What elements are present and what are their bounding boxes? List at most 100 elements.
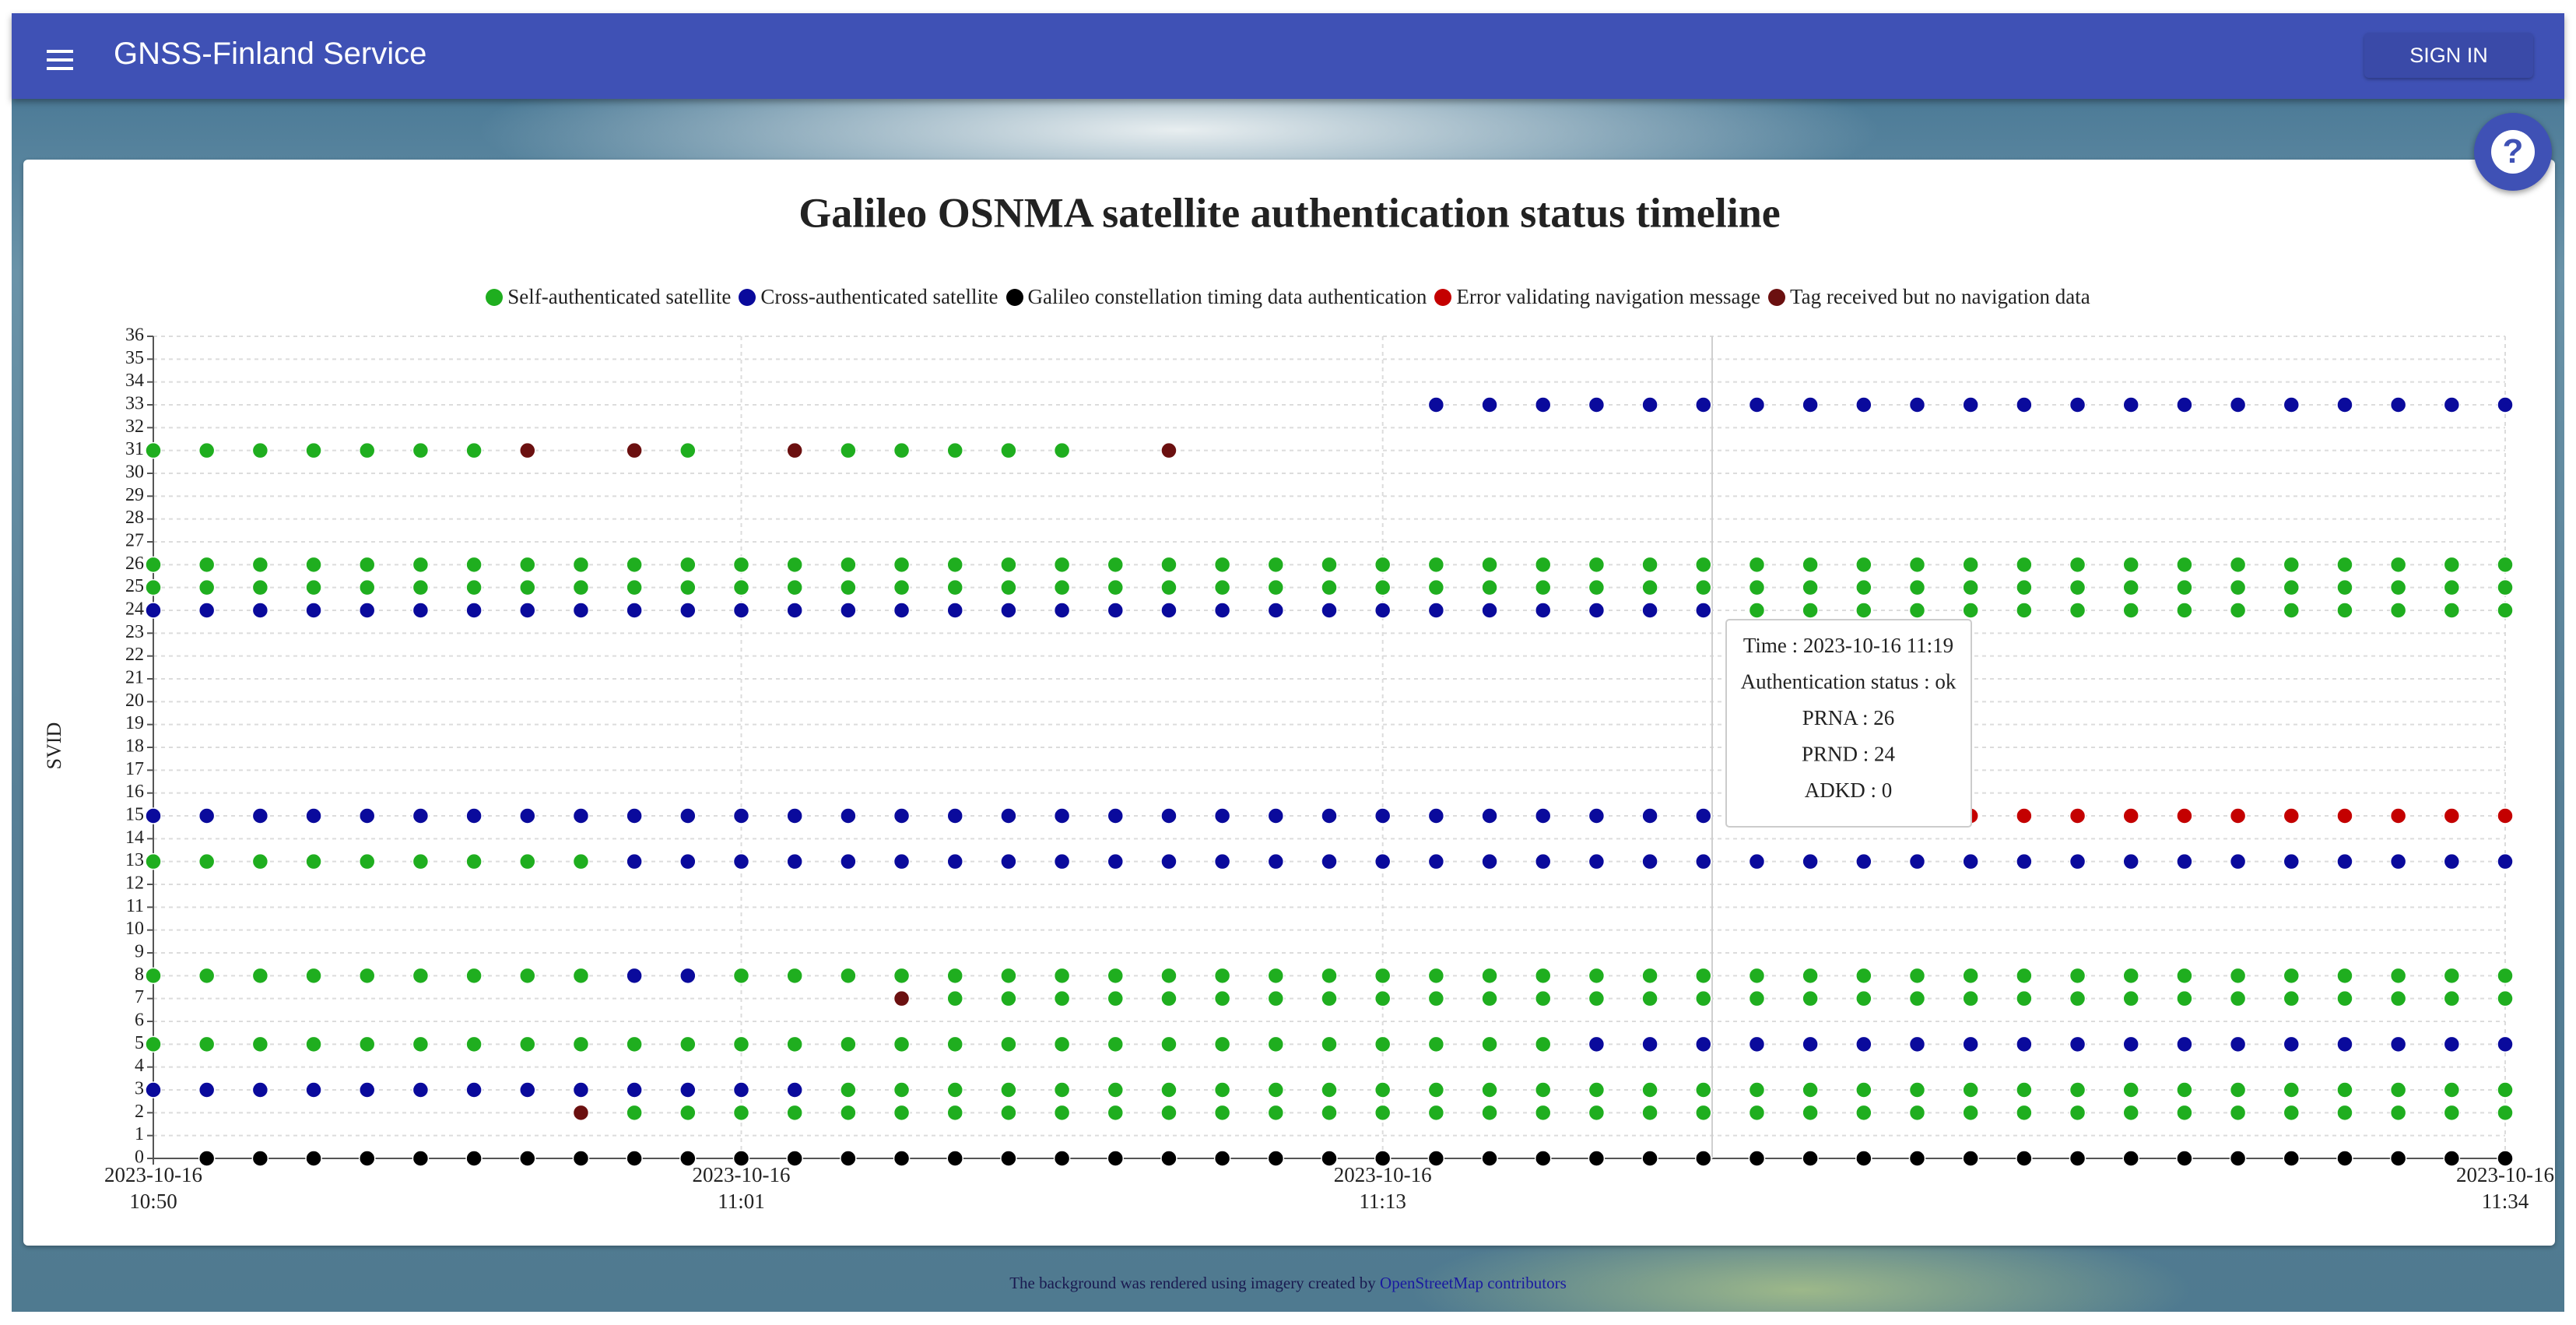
status-point [305, 556, 322, 574]
status-point [1213, 1104, 1231, 1122]
status-point [1641, 602, 1658, 619]
status-point [1641, 578, 1658, 596]
status-point [1374, 852, 1392, 870]
status-point [1427, 1081, 1445, 1098]
x-tick-label: 2023-10-16 10:50 [104, 1163, 202, 1213]
status-point [946, 1035, 963, 1053]
status-point [2016, 967, 2033, 985]
status-point [626, 1035, 643, 1053]
legend-item[interactable]: Galileo constellation timing data authen… [1005, 285, 1427, 309]
tooltip-box [1725, 619, 1972, 828]
status-point [2016, 556, 2033, 574]
status-point [1748, 967, 1766, 985]
status-point [1321, 1035, 1338, 1053]
status-point [1695, 1035, 1712, 1053]
menu-button[interactable] [47, 44, 73, 76]
status-point [1802, 1104, 1819, 1122]
y-tick-label: 34 [125, 371, 144, 391]
status-point [2229, 989, 2247, 1007]
status-point [1695, 807, 1712, 824]
status-point [1908, 1035, 1926, 1053]
status-point [1374, 967, 1392, 985]
status-point [626, 578, 643, 596]
status-point [251, 1150, 269, 1167]
status-point [626, 1150, 643, 1167]
status-point [2016, 1150, 2033, 1167]
status-point [1213, 556, 1231, 574]
status-point [2069, 556, 2086, 574]
status-point [626, 807, 643, 824]
status-point [1855, 1035, 1872, 1053]
status-point [198, 556, 216, 574]
status-point [893, 989, 911, 1007]
status-point [2497, 967, 2514, 985]
sign-in-button[interactable]: SIGN IN [2364, 33, 2533, 78]
legend-label: Tag received but no navigation data [1790, 285, 2090, 308]
status-point [2176, 602, 2193, 619]
y-tick-label: 23 [125, 622, 144, 642]
status-point [305, 852, 322, 870]
status-point [1160, 602, 1177, 619]
status-point [2497, 1150, 2514, 1167]
status-point [1748, 396, 1766, 413]
help-button[interactable]: ? [2474, 113, 2552, 191]
status-point [412, 578, 430, 596]
status-point [358, 1035, 376, 1053]
legend-item[interactable]: Error validating navigation message [1434, 285, 1760, 309]
status-point [1802, 396, 1819, 413]
status-point [2229, 807, 2247, 824]
status-point [1481, 852, 1498, 870]
status-point [2016, 396, 2033, 413]
status-point [251, 1035, 269, 1053]
status-point [1695, 989, 1712, 1007]
status-point [305, 441, 322, 459]
legend-item[interactable]: Self-authenticated satellite [486, 285, 731, 309]
status-point [1321, 967, 1338, 985]
status-point [2069, 967, 2086, 985]
status-point [1160, 1035, 1177, 1053]
legend-item[interactable]: Tag received but no navigation data [1768, 285, 2090, 309]
legend-dot [1434, 288, 1452, 306]
status-point [1053, 1104, 1071, 1122]
status-point [145, 967, 162, 985]
status-point [2069, 1104, 2086, 1122]
status-point [519, 578, 536, 596]
status-point [2016, 807, 2033, 824]
status-point [893, 602, 911, 619]
status-point [2443, 852, 2461, 870]
legend-item[interactable]: Cross-authenticated satellite [739, 285, 998, 309]
status-point [1000, 1150, 1017, 1167]
status-point [2229, 1104, 2247, 1122]
status-point [1267, 967, 1285, 985]
legend-label: Galileo constellation timing data authen… [1027, 285, 1427, 308]
status-point [626, 556, 643, 574]
y-tick-label: 30 [125, 462, 144, 483]
status-point [1802, 989, 1819, 1007]
y-tick-label: 21 [125, 668, 144, 688]
status-point [2283, 1081, 2301, 1098]
status-point [1588, 396, 1606, 413]
status-point [1213, 807, 1231, 824]
status-point [305, 602, 322, 619]
status-point [2122, 1081, 2139, 1098]
status-point [1267, 1035, 1285, 1053]
status-point [465, 1150, 483, 1167]
legend-dot [739, 288, 756, 306]
status-point [1588, 807, 1606, 824]
status-point [1160, 807, 1177, 824]
status-point [572, 967, 590, 985]
status-point [572, 556, 590, 574]
legend-dot [1005, 288, 1023, 306]
status-point [2389, 1035, 2407, 1053]
status-point [1641, 1104, 1658, 1122]
status-point [786, 807, 803, 824]
footer-link[interactable]: OpenStreetMap contributors [1380, 1274, 1567, 1292]
status-point [1481, 1081, 1498, 1098]
status-point [626, 1081, 643, 1098]
status-point [1534, 578, 1552, 596]
status-point [1107, 556, 1125, 574]
status-point [1748, 1035, 1766, 1053]
status-point [2176, 989, 2193, 1007]
status-point [1588, 1081, 1606, 1098]
status-point [2176, 807, 2193, 824]
